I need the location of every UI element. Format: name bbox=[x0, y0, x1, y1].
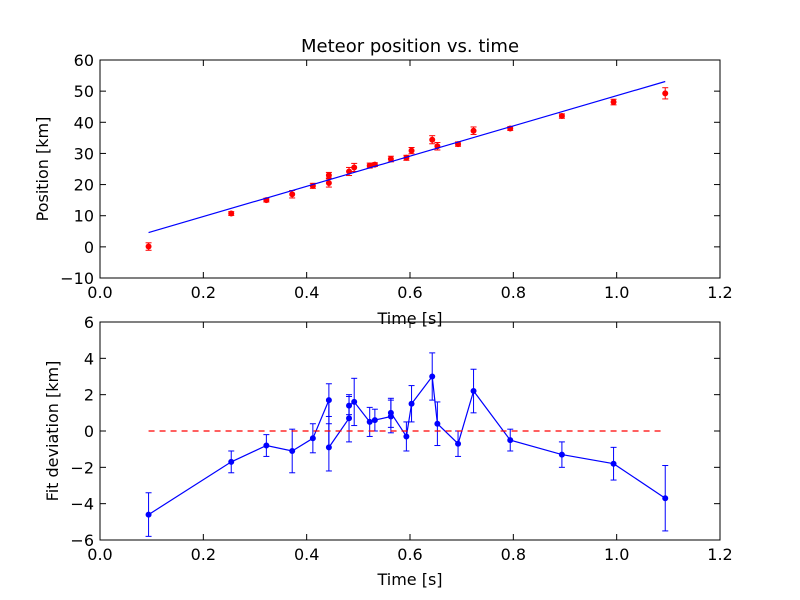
data-point bbox=[228, 458, 235, 465]
data-point bbox=[507, 437, 514, 444]
data-point bbox=[434, 420, 441, 427]
data-point bbox=[228, 210, 235, 217]
data-point bbox=[145, 511, 152, 518]
fit-line bbox=[148, 80, 666, 234]
deviation-y-tick-label: −2 bbox=[70, 458, 94, 477]
data-point bbox=[558, 113, 565, 120]
deviation-chart: 0.0 0.2 0.4 0.6 0.8 1.0 1.2 −6 −4 −2 0 2 4 6 Fit devi… bbox=[43, 313, 733, 589]
position-chart-xlabel: Time [s] bbox=[376, 309, 442, 328]
deviation-line bbox=[148, 374, 666, 516]
position-x-tick-label: 1.2 bbox=[707, 283, 732, 302]
deviation-y-tick-label: 2 bbox=[84, 386, 94, 405]
data-point bbox=[610, 99, 617, 106]
data-point bbox=[351, 398, 358, 405]
data-point bbox=[289, 447, 296, 454]
position-y-tick-label: 10 bbox=[74, 207, 94, 226]
deviation-y-tick-label: 0 bbox=[84, 422, 94, 441]
deviation-chart-ylabel: Fit deviation [km] bbox=[43, 361, 62, 502]
position-chart-ylabel: Position [km] bbox=[33, 117, 52, 222]
position-x-tick-label: 0.2 bbox=[191, 283, 216, 302]
position-x-tick-label: 1.0 bbox=[604, 283, 629, 302]
data-point bbox=[455, 440, 462, 447]
data-point bbox=[145, 243, 152, 250]
data-point bbox=[309, 435, 316, 442]
position-chart-ticks: 0.0 0.2 0.4 0.6 0.8 1.0 1.2 −10 0 10 20 30 40 50 60 bbox=[60, 51, 732, 302]
position-chart-plot-area bbox=[145, 80, 669, 251]
data-point bbox=[325, 397, 332, 404]
position-x-tick-label: 0.8 bbox=[501, 283, 526, 302]
position-x-tick-label: 0.0 bbox=[87, 283, 112, 302]
data-point bbox=[263, 442, 270, 449]
position-y-tick-label: 60 bbox=[74, 51, 94, 70]
deviation-y-tick-label: −4 bbox=[70, 495, 94, 514]
position-y-tick-label: 40 bbox=[74, 113, 94, 132]
data-point bbox=[325, 172, 332, 179]
data-point bbox=[408, 400, 415, 407]
position-y-tick-label: 0 bbox=[84, 238, 94, 257]
position-chart-title: Meteor position vs. time bbox=[301, 36, 519, 57]
position-chart: Meteor position vs. time 0.0 0.2 0.4 0.6 0.8… bbox=[33, 36, 733, 328]
data-point bbox=[403, 433, 410, 440]
deviation-chart-xlabel: Time [s] bbox=[376, 570, 442, 589]
data-point bbox=[662, 90, 669, 97]
deviation-x-tick-label: 1.2 bbox=[707, 545, 732, 564]
data-point bbox=[346, 415, 353, 422]
data-point bbox=[371, 417, 378, 424]
deviation-x-tick-label: 0.4 bbox=[294, 545, 319, 564]
deviation-y-tick-label: −6 bbox=[70, 531, 94, 550]
deviation-y-tick-label: 6 bbox=[84, 313, 94, 332]
position-y-tick-label: 30 bbox=[74, 144, 94, 163]
deviation-chart-plot-area bbox=[145, 352, 669, 537]
data-point bbox=[387, 409, 394, 416]
data-point bbox=[325, 180, 332, 187]
data-point bbox=[289, 191, 296, 198]
position-x-tick-label: 0.4 bbox=[294, 283, 319, 302]
data-point bbox=[429, 373, 436, 380]
data-point bbox=[610, 460, 617, 467]
position-y-tick-label: 50 bbox=[74, 82, 94, 101]
deviation-x-tick-label: 0.0 bbox=[87, 545, 112, 564]
data-point bbox=[346, 402, 353, 409]
position-y-tick-label: 20 bbox=[74, 176, 94, 195]
position-y-tick-label: −10 bbox=[60, 269, 94, 288]
deviation-x-tick-label: 0.6 bbox=[397, 545, 422, 564]
data-point bbox=[558, 451, 565, 458]
data-point bbox=[408, 147, 415, 154]
deviation-x-tick-label: 1.0 bbox=[604, 545, 629, 564]
deviation-chart-ticks: 0.0 0.2 0.4 0.6 0.8 1.0 1.2 −6 −4 −2 0 2 4 6 bbox=[70, 313, 732, 564]
data-point bbox=[470, 127, 477, 134]
data-point bbox=[366, 418, 373, 425]
data-point bbox=[325, 444, 332, 451]
data-point bbox=[429, 136, 436, 143]
deviation-y-tick-label: 4 bbox=[84, 349, 94, 368]
data-point bbox=[470, 388, 477, 395]
position-x-tick-label: 0.6 bbox=[397, 283, 422, 302]
data-point bbox=[662, 495, 669, 502]
deviation-x-tick-label: 0.2 bbox=[191, 545, 216, 564]
data-point bbox=[351, 164, 358, 171]
deviation-x-tick-label: 0.8 bbox=[501, 545, 526, 564]
